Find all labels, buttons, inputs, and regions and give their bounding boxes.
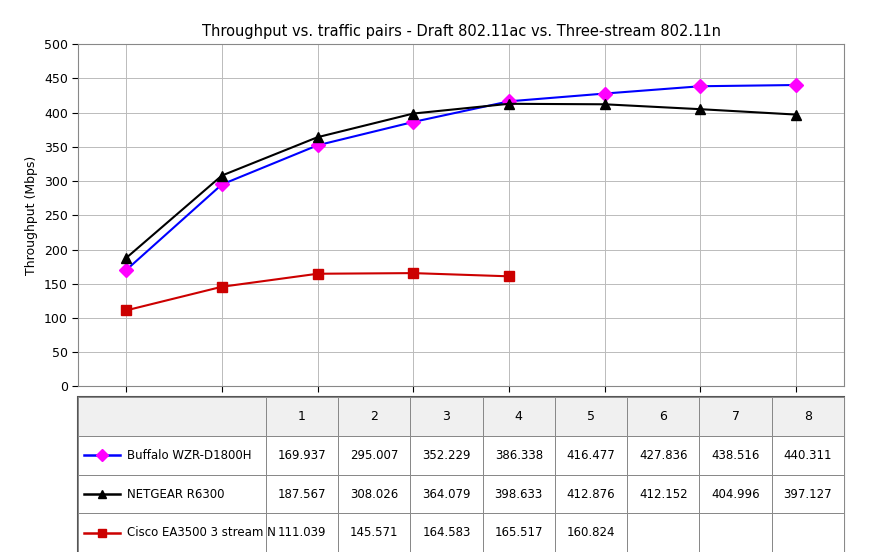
Text: 164.583: 164.583 (421, 526, 470, 539)
Bar (266, 397, 338, 436)
Bar (554, 436, 627, 475)
Bar (699, 436, 771, 475)
Text: 364.079: 364.079 (421, 487, 470, 501)
Text: 308.026: 308.026 (349, 487, 398, 501)
Bar (410, 397, 482, 436)
Text: Cisco EA3500 3 stream N: Cisco EA3500 3 stream N (126, 526, 275, 539)
Text: 427.836: 427.836 (639, 449, 687, 462)
Text: 440.311: 440.311 (783, 449, 831, 462)
Text: 3: 3 (442, 410, 450, 423)
Bar (699, 475, 771, 513)
Text: 352.229: 352.229 (421, 449, 470, 462)
Text: 295.007: 295.007 (349, 449, 398, 462)
Bar (266, 475, 338, 513)
Text: 2: 2 (370, 410, 378, 423)
Bar (338, 397, 410, 436)
Bar (482, 475, 554, 513)
Text: 165.517: 165.517 (494, 526, 542, 539)
Title: Throughput vs. traffic pairs - Draft 802.11ac vs. Three-stream 802.11n: Throughput vs. traffic pairs - Draft 802… (202, 24, 720, 39)
Y-axis label: Throughput (Mbps): Throughput (Mbps) (25, 156, 38, 275)
Bar (554, 397, 627, 436)
Bar (266, 513, 338, 552)
Text: 5: 5 (587, 410, 594, 423)
Text: 6: 6 (659, 410, 667, 423)
Text: Buffalo WZR-D1800H: Buffalo WZR-D1800H (126, 449, 251, 462)
Text: 404.996: 404.996 (710, 487, 759, 501)
Text: 187.567: 187.567 (277, 487, 326, 501)
Bar (338, 513, 410, 552)
Bar (627, 513, 699, 552)
Text: 145.571: 145.571 (349, 526, 398, 539)
Bar (410, 513, 482, 552)
Text: 416.477: 416.477 (566, 449, 614, 462)
Bar (410, 436, 482, 475)
Bar (410, 475, 482, 513)
Bar (338, 436, 410, 475)
Text: 111.039: 111.039 (277, 526, 326, 539)
Bar (78, 513, 266, 552)
Text: 169.937: 169.937 (277, 449, 326, 462)
Text: 7: 7 (731, 410, 739, 423)
Text: 1: 1 (298, 410, 306, 423)
Text: 398.633: 398.633 (494, 487, 542, 501)
Text: NETGEAR R6300: NETGEAR R6300 (126, 487, 224, 501)
Text: 438.516: 438.516 (711, 449, 759, 462)
Text: 412.152: 412.152 (638, 487, 687, 501)
Text: 397.127: 397.127 (783, 487, 831, 501)
Bar (482, 436, 554, 475)
Text: 386.338: 386.338 (494, 449, 542, 462)
Text: 8: 8 (803, 410, 811, 423)
Text: 412.876: 412.876 (566, 487, 614, 501)
Bar (627, 397, 699, 436)
Bar (338, 475, 410, 513)
Bar (771, 475, 843, 513)
Bar (699, 397, 771, 436)
Text: 4: 4 (514, 410, 522, 423)
Bar (482, 513, 554, 552)
Bar (482, 397, 554, 436)
Bar (771, 397, 843, 436)
Bar (78, 436, 266, 475)
X-axis label: Traffic pairs: Traffic pairs (424, 407, 497, 420)
Bar (78, 475, 266, 513)
Bar (699, 513, 771, 552)
Bar (771, 436, 843, 475)
Bar (554, 475, 627, 513)
Bar (771, 513, 843, 552)
Bar (78, 397, 266, 436)
Bar (627, 436, 699, 475)
Bar (266, 436, 338, 475)
Bar (627, 475, 699, 513)
Bar (554, 513, 627, 552)
Text: 160.824: 160.824 (566, 526, 614, 539)
